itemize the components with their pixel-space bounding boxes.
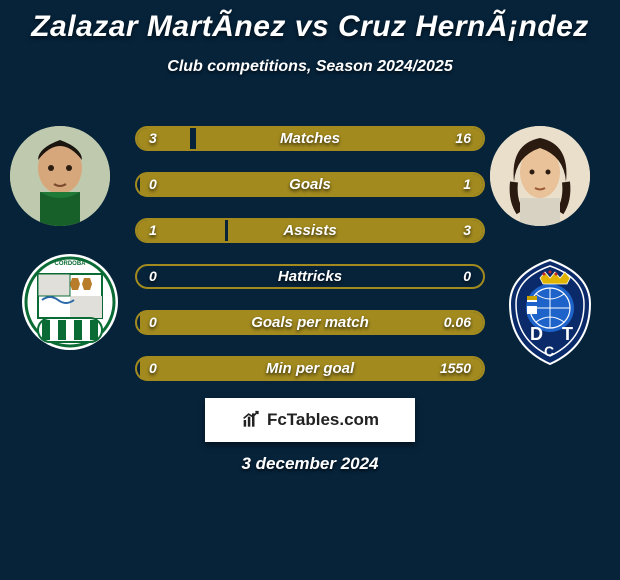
stat-label: Matches: [135, 126, 485, 151]
stat-row: Goals per match0 0.06: [135, 310, 485, 335]
stat-label: Goals: [135, 172, 485, 197]
stat-label: Min per goal: [135, 356, 485, 381]
stat-row: Hattricks0 0: [135, 264, 485, 289]
page-subtitle: Club competitions, Season 2024/2025: [0, 58, 620, 76]
svg-text:D: D: [530, 324, 543, 344]
svg-text:C: C: [544, 343, 554, 359]
stat-value-right: 3: [463, 218, 471, 243]
stat-value-right: 1550: [440, 356, 471, 381]
brand-badge: FcTables.com: [205, 398, 415, 442]
stat-row: Assists1 3: [135, 218, 485, 243]
stats-comparison-bars: Matches316Goals01Assists13Hattricks00Goa…: [135, 126, 485, 402]
stat-value-left: 0: [149, 356, 157, 381]
brand-text: FcTables.com: [267, 410, 379, 430]
stat-value-left: 0: [149, 172, 157, 197]
club-right-badge: D T C: [500, 256, 600, 366]
stat-row: Goals0 1: [135, 172, 485, 197]
stat-value-left: 3: [149, 126, 157, 151]
stat-value-right: 16: [455, 126, 471, 151]
stat-label: Hattricks: [135, 264, 485, 289]
club-left-badge: CORDOBA: [20, 250, 120, 360]
page-title: Zalazar MartÃ­nez vs Cruz HernÃ¡ndez: [0, 0, 620, 44]
stat-value-right: 0: [463, 264, 471, 289]
date-text: 3 december 2024: [0, 454, 620, 474]
stat-value-left: 1: [149, 218, 157, 243]
stat-value-right: 1: [463, 172, 471, 197]
player-left-avatar: [10, 126, 110, 226]
player-right-avatar: [490, 126, 590, 226]
stat-value-left: 0: [149, 264, 157, 289]
stat-label: Assists: [135, 218, 485, 243]
stat-row: Matches3 16: [135, 126, 485, 151]
svg-text:CORDOBA: CORDOBA: [55, 261, 87, 267]
stat-row: Min per goal0 1550: [135, 356, 485, 381]
stat-label: Goals per match: [135, 310, 485, 335]
stat-value-left: 0: [149, 310, 157, 335]
chart-icon: [241, 410, 263, 430]
svg-text:T: T: [562, 324, 573, 344]
stat-value-right: 0.06: [444, 310, 471, 335]
